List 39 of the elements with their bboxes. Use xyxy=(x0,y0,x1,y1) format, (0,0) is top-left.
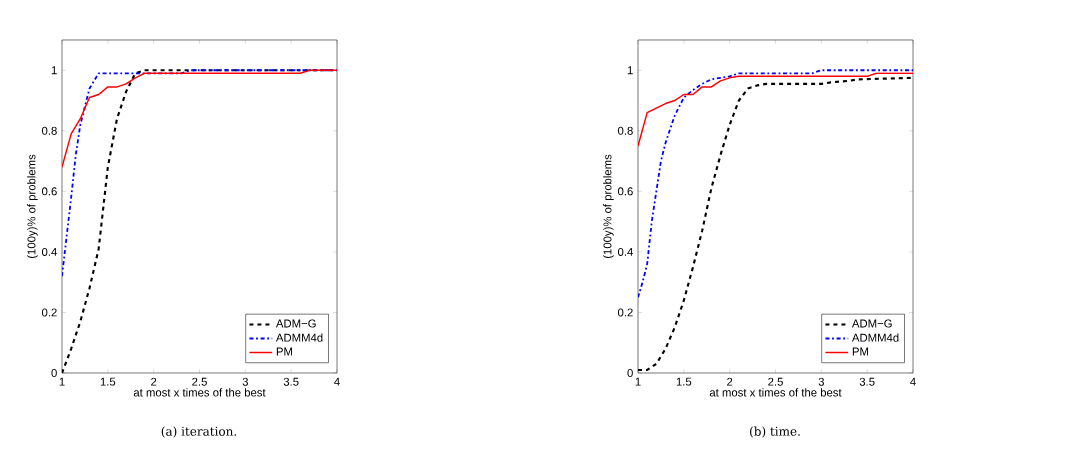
x-tick-label: 3 xyxy=(242,377,248,386)
x-tick-label: 3.5 xyxy=(859,377,875,386)
y-tick-label: 0 xyxy=(627,369,633,377)
y-tick-label: 1 xyxy=(51,66,57,75)
y-axis-title: (100y)% of problems xyxy=(603,154,614,259)
x-tick-label: 3 xyxy=(818,377,824,386)
y-tick-label: 0 xyxy=(51,369,57,377)
y-tick-label: 0.4 xyxy=(617,247,633,256)
y-axis-title: (100y)% of problems xyxy=(27,154,38,259)
x-tick-label: 2.5 xyxy=(768,377,783,386)
legend-label: PM xyxy=(852,347,868,356)
x-tick-label: 4 xyxy=(910,377,916,386)
x-tick-label: 1.5 xyxy=(676,377,692,386)
legend-label: ADM−G xyxy=(275,319,316,328)
x-axis-title: at most x times of the best xyxy=(709,388,842,397)
x-tick-label: 2.5 xyxy=(192,377,207,386)
y-tick-label: 1 xyxy=(627,66,633,75)
legend-label: PM xyxy=(276,347,292,356)
x-tick-label: 2 xyxy=(727,377,733,386)
legend-label: ADMM4d xyxy=(851,333,899,342)
x-tick-label: 1 xyxy=(635,377,641,386)
y-tick-label: 0.8 xyxy=(41,126,57,135)
x-tick-label: 1.5 xyxy=(100,377,116,386)
y-tick-label: 0.2 xyxy=(617,308,633,317)
text: (a) iteration. xyxy=(161,426,237,438)
x-tick-label: 1 xyxy=(59,377,65,386)
y-tick-label: 0.2 xyxy=(41,308,57,317)
x-tick-label: 4 xyxy=(334,377,340,386)
x-axis-title: at most x times of the best xyxy=(133,388,266,397)
y-tick-label: 0.6 xyxy=(617,187,633,196)
text: (b) time. xyxy=(750,426,800,438)
x-tick-label: 2 xyxy=(151,377,157,386)
y-tick-label: 0.6 xyxy=(41,187,57,196)
legend-label: ADM−G xyxy=(851,319,892,328)
y-tick-label: 0.4 xyxy=(41,247,57,256)
line-series xyxy=(62,69,337,168)
x-tick-label: 3.5 xyxy=(283,377,299,386)
y-tick-label: 0.8 xyxy=(617,126,633,135)
legend-label: ADMM4d xyxy=(275,333,323,342)
